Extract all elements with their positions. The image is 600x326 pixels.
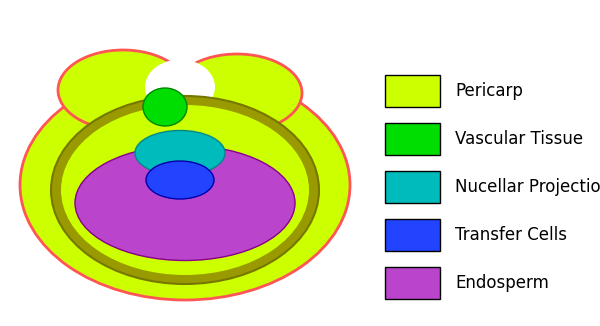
Bar [385,75,440,107]
Bar [385,267,440,299]
Bar [385,219,440,251]
Ellipse shape [145,60,215,114]
Ellipse shape [135,130,225,175]
Ellipse shape [143,88,187,126]
Ellipse shape [58,50,188,130]
Bar [385,171,440,203]
Ellipse shape [172,54,302,132]
Ellipse shape [61,105,309,275]
Bar [385,123,440,155]
Ellipse shape [51,96,319,284]
Text: Nucellar Projection: Nucellar Projection [455,178,600,196]
Ellipse shape [146,161,214,199]
Text: Pericarp: Pericarp [455,82,523,100]
Ellipse shape [20,70,350,300]
Text: Endosperm: Endosperm [455,274,549,292]
Text: Vascular Tissue: Vascular Tissue [455,130,583,148]
Ellipse shape [75,145,295,260]
Text: Transfer Cells: Transfer Cells [455,226,567,244]
